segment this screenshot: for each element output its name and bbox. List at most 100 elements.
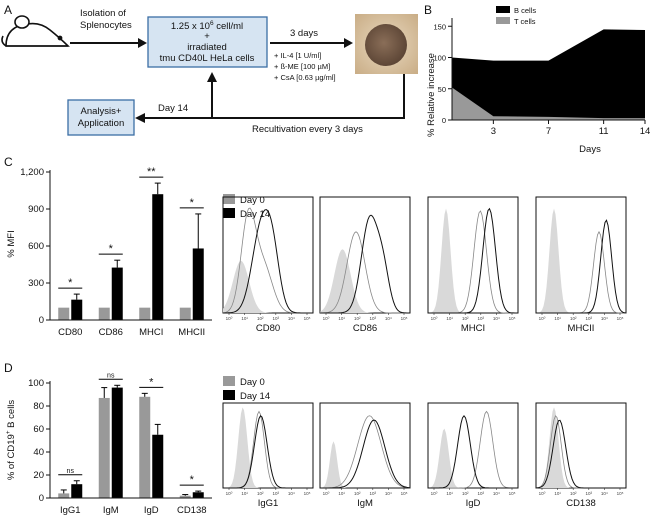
chart-b-xtick-label-11: 11: [599, 126, 609, 137]
chart-c-ylabel: % MFI: [6, 230, 17, 257]
arrow-head-to-dish: [344, 38, 353, 48]
hist-c-isotype-mhcii: [536, 208, 626, 313]
chart-d-ylabel-tail: B cells: [6, 400, 17, 431]
hist-d-title-igg1: IgG1: [258, 498, 279, 509]
hist-d-ticklabel-igd-2: 10²: [462, 491, 469, 496]
hist-c-title-mhcii: MHCII: [568, 323, 595, 334]
hist-c-title-mhci: MHCI: [461, 323, 485, 334]
culture-line-1-sup: 6: [210, 20, 214, 27]
hist-d-day0-igm: [320, 415, 411, 489]
hist-c-isotype-mhci: [428, 208, 518, 313]
panel-a-workflow: Isolation of Splenocytes 1.25 x 106 cell…: [1, 8, 418, 136]
hist-c-ticklabel-cd86-3: 10³: [370, 316, 377, 321]
chart-d-sig-igd: *: [149, 376, 154, 388]
chart-c-xtick-label-mhcii: MHCII: [178, 327, 205, 338]
hist-c-isotype-cd80: [223, 260, 313, 313]
recultivation-loop: [211, 74, 405, 119]
chart-d-bar-day14-cd138: [192, 492, 204, 498]
analysis-line-2: Application: [78, 118, 124, 129]
hist-d-ticklabel-igd-5: 10⁵: [509, 491, 516, 496]
chart-c-sig-mhcii: *: [190, 197, 195, 209]
hist-d-ticklabel-igd-4: 10⁴: [493, 491, 500, 496]
panel-letter-c: C: [4, 155, 13, 169]
hist-d-ticklabel-cd138-3: 10³: [586, 491, 593, 496]
day14-label: Day 14: [158, 103, 188, 114]
hist-d-title-igd: IgD: [466, 498, 481, 509]
chart-c-bar-day0-mhcii: [179, 307, 191, 320]
chart-d-bar-day14-igm: [111, 387, 123, 498]
hist-c-ticklabel-cd86-1: 10¹: [338, 316, 345, 321]
legend-c-day14-swatch: [223, 208, 235, 218]
chart-b: % Relative increase Days B cells T cells…: [426, 6, 650, 155]
chart-b-ytick-label-0: 0: [442, 116, 446, 125]
hist-d-ticklabel-cd138-4: 10⁴: [601, 491, 608, 496]
legend-t-cells-label: T cells: [514, 17, 536, 26]
hist-c-day14-cd86: [320, 214, 410, 314]
arrow-head-to-culture: [138, 38, 147, 48]
area-t-cells: [452, 87, 645, 120]
hist-c-ticklabel-mhcii-3: 10³: [586, 316, 593, 321]
chart-c-xtick-label-cd86: CD86: [99, 327, 123, 338]
chart-b-xtick-label-3: 3: [491, 126, 496, 137]
chart-d-ytick-label-0: 0: [39, 493, 44, 504]
chart-d-bar-day14-igg1: [71, 484, 83, 498]
hist-d-isotype-igm: [320, 441, 410, 488]
legend-d-day14-swatch: [223, 390, 235, 400]
chart-c-bar-day14-cd80: [71, 299, 83, 320]
analysis-line-1: Analysis+: [81, 106, 122, 117]
hist-c-ticklabel-mhci-2: 10²: [462, 316, 469, 321]
chart-d-ylabel-sup: +: [5, 430, 12, 434]
hist-c-ticklabel-cd86-4: 10⁴: [385, 316, 392, 321]
hist-c-ticklabel-mhci-5: 10⁵: [509, 316, 516, 321]
chart-c-ytick-label-2: 600: [28, 241, 44, 252]
chart-c: % MFI Day 0 Day 14 * CD80 * CD86 ** MHCI * MHCI…: [6, 166, 270, 338]
hist-c-ticklabel-cd86-2: 10²: [354, 316, 361, 321]
hist-c-ticklabel-mhci-3: 10³: [478, 316, 485, 321]
hist-d-ticklabel-igg1-3: 10³: [273, 491, 280, 496]
hist-d-ticklabel-igg1-2: 10²: [257, 491, 264, 496]
recultivation-label: Recultivation every 3 days: [252, 124, 363, 135]
culture-box: [147, 16, 268, 68]
supplement-il4: + IL-4 [1 U/ml]: [274, 51, 321, 60]
hist-d-ticklabel-igm-3: 10³: [370, 491, 377, 496]
hist-d-ticklabel-igm-2: 10²: [354, 491, 361, 496]
hist-c-day14-mhcii: [536, 219, 627, 314]
culture-line-1: 1.25 x 106 cell/ml: [171, 20, 243, 32]
hist-c-ticklabel-mhcii-1: 10¹: [554, 316, 561, 321]
hist-c-day0-cd86: [319, 231, 410, 314]
chart-c-bar-day0-mhci: [139, 307, 151, 320]
legend-b-cells-label: B cells: [514, 6, 536, 15]
chart-b-ytick-label-100: 100: [433, 54, 446, 63]
legend-c-day0-label: Day 0: [240, 195, 265, 206]
culture-line-4: tmu CD40L HeLa cells: [160, 53, 255, 64]
hist-d-ticklabel-igm-4: 10⁴: [385, 491, 392, 496]
isolation-line-2: Splenocytes: [80, 20, 132, 31]
supplement-csa: + CsA [0.63 µg/ml]: [274, 73, 336, 82]
hist-d-ticklabel-cd138-1: 10¹: [554, 491, 561, 496]
chart-c-sig-cd86: *: [109, 243, 114, 255]
chart-c-bar-day14-mhcii: [192, 248, 204, 320]
chart-c-ytick-label-3: 900: [28, 204, 44, 215]
chart-b-xtick-label-7: 7: [546, 126, 551, 137]
hist-d-ticklabel-igd-0: 10⁰: [431, 491, 438, 496]
chart-d-xtick-label-igg1: IgG1: [60, 505, 81, 516]
legend-b-cells-swatch: [496, 6, 510, 13]
chart-c-xtick-label-cd80: CD80: [58, 327, 82, 338]
chart-d-xtick-label-igm: IgM: [103, 505, 119, 516]
chart-c-ytick-label-1: 300: [28, 278, 44, 289]
chart-d-ytick-label-5: 100: [28, 378, 44, 389]
legend-d-day0-swatch: [223, 376, 235, 386]
arrow-head-to-analysis: [135, 113, 145, 123]
chart-c-bar-day14-mhci: [152, 194, 164, 320]
culture-line-1-base: 1.25 x 10: [171, 21, 210, 32]
chart-d-ylabel-base: % of CD19: [6, 434, 17, 480]
area-b-cells: [452, 29, 645, 120]
legend-c-day0-swatch: [223, 194, 235, 204]
chart-d-sig-igg1: ns: [67, 468, 75, 475]
chart-b-ylabel: % Relative increase: [426, 53, 437, 137]
chart-c-xtick-label-mhci: MHCI: [139, 327, 163, 338]
chart-c-ytick-label-0: 0: [39, 315, 44, 326]
hist-d-ticklabel-igd-3: 10³: [478, 491, 485, 496]
chart-b-ytick-label-50: 50: [438, 85, 446, 94]
chart-b-ytick-label-150: 150: [433, 22, 446, 31]
